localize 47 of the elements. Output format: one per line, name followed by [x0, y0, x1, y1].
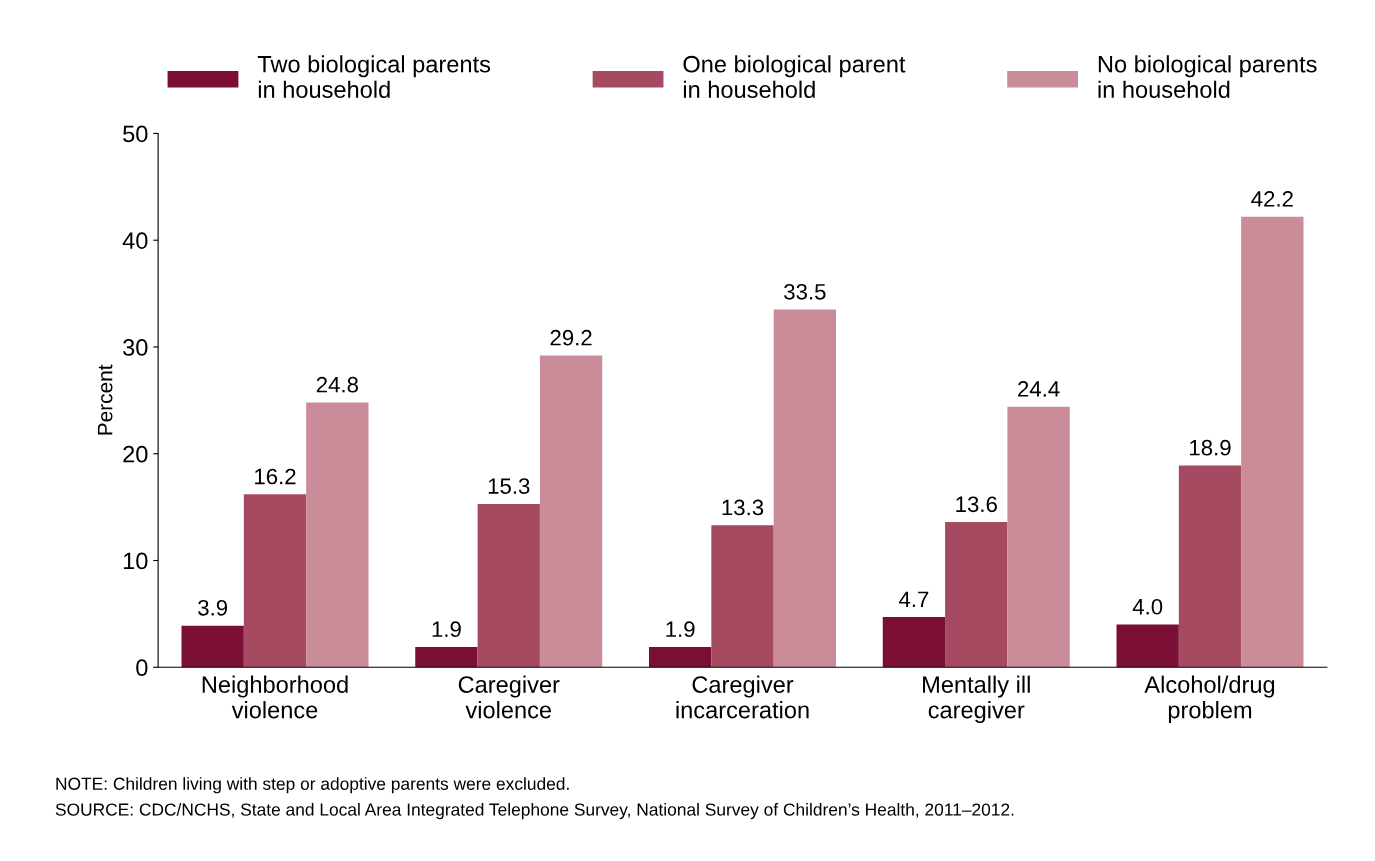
data-label: 24.4 — [1018, 381, 1060, 397]
data-label: 13.6 — [956, 496, 997, 513]
legend-label: Two biological parents in household — [257, 55, 491, 98]
data-label: 1.9 — [432, 621, 461, 638]
x-tick-label: Mentally ill caregiver — [923, 675, 1030, 724]
x-tick-label: Alcohol/drug problem — [1144, 675, 1275, 724]
bar — [1178, 465, 1242, 668]
data-label: 16.2 — [255, 468, 296, 485]
x-tick-label: Neighborhood violence — [202, 675, 348, 719]
data-label: 13.3 — [722, 499, 764, 516]
bar — [1116, 624, 1179, 668]
bar — [1241, 216, 1304, 668]
legend-label: One biological parent in household — [683, 55, 906, 98]
bar — [711, 525, 774, 668]
x-tick-label: Caregiver incarceration — [676, 675, 809, 719]
bar — [882, 617, 946, 668]
data-label: 18.9 — [1190, 439, 1231, 456]
y-tick-label: 30 — [123, 339, 148, 356]
data-label: 4.0 — [1132, 598, 1163, 615]
bar — [306, 402, 369, 668]
data-label: 29.2 — [550, 329, 592, 346]
data-label: 15.3 — [488, 478, 530, 494]
source-note: SOURCE: CDC/NCHS, State and Local Area Integrated Telephone Survey, National Survey of Children’s Health, 2011–2012. — [55, 802, 1014, 820]
y-tick-label: 50 — [123, 125, 148, 143]
bar — [649, 646, 712, 668]
data-label: 33.5 — [784, 283, 826, 300]
bar — [539, 355, 603, 668]
text: NOTE: Children living with step or adoptive parents were excluded. — [56, 777, 569, 794]
y-tick-label: 40 — [122, 232, 148, 250]
y-tick-label: 0 — [136, 659, 148, 677]
y-axis-title: Percent — [97, 364, 113, 435]
bar — [945, 522, 1008, 668]
bar — [181, 625, 244, 668]
data-label: 3.9 — [198, 599, 228, 616]
bar — [773, 309, 836, 668]
y-tick-label: 20 — [123, 445, 148, 463]
bar — [415, 646, 478, 668]
data-label: 24.8 — [316, 376, 358, 393]
bar — [1007, 406, 1070, 668]
bar — [243, 494, 307, 668]
legend-label: No biological parents in household — [1098, 55, 1317, 98]
data-label: 42.2 — [1251, 191, 1293, 207]
bar — [477, 503, 540, 668]
data-label: 4.7 — [898, 591, 929, 607]
x-tick-label: Caregiver violence — [458, 675, 560, 719]
data-label: 1.9 — [666, 621, 695, 638]
y-tick-label: 10 — [123, 552, 148, 570]
